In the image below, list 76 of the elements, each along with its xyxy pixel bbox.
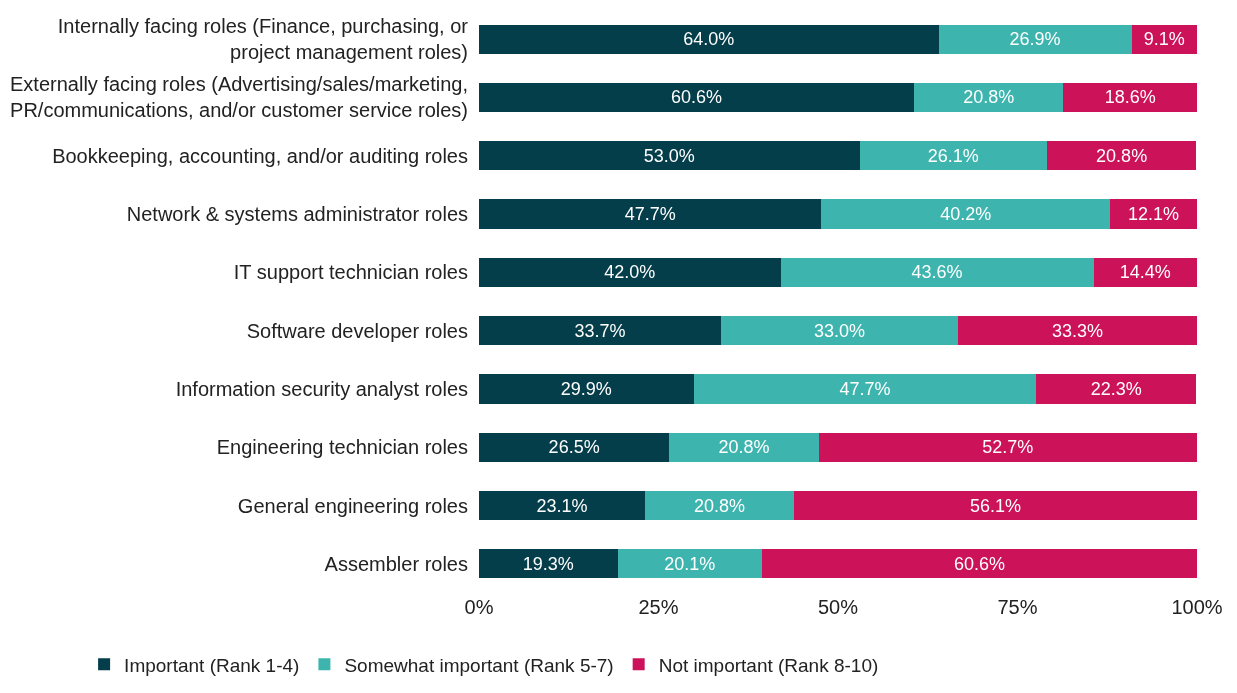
x-tick-label: 75% (997, 596, 1038, 618)
bar (794, 490, 1197, 521)
bar (617, 549, 762, 579)
bar (479, 316, 721, 346)
bar (479, 374, 694, 404)
data-label: 33.7% (574, 320, 626, 341)
bar (479, 490, 645, 521)
data-label: 40.2% (940, 204, 992, 225)
data-label: 14.4% (1119, 262, 1171, 283)
data-label: 26.5% (548, 437, 600, 458)
data-label: 18.6% (1104, 87, 1156, 108)
data-label: 47.7% (839, 378, 891, 399)
bar (720, 316, 958, 346)
data-label: 60.6% (671, 87, 723, 108)
data-label: 53.0% (643, 145, 695, 166)
y-tick-label: Software developer roles (246, 319, 468, 342)
legend-label: Somewhat important (Rank 5-7) (344, 654, 614, 676)
bar (693, 374, 1037, 404)
y-tick-label: Externally facing roles (Advertising/sales/marketing, PR/communications, and/or customer service roles) (10, 73, 468, 122)
data-label: 43.6% (911, 262, 963, 283)
data-label: 20.8% (963, 87, 1015, 108)
y-tick-label: Internally facing roles (Finance, purchasing, or project management roles) (57, 15, 469, 64)
bar (821, 199, 1111, 229)
legend-label: Important (Rank 1-4) (124, 654, 300, 676)
y-tick-label: Engineering technician roles (216, 436, 468, 459)
bar (479, 549, 618, 579)
bar (669, 432, 819, 462)
data-label: 26.9% (1009, 29, 1061, 50)
bar (1046, 141, 1197, 171)
bar (644, 490, 795, 521)
data-label: 20.1% (664, 553, 716, 574)
y-tick-label: Network & systems administrator roles (126, 203, 468, 226)
bar (914, 82, 1064, 113)
legend-label: Not important (Rank 8-10) (658, 654, 879, 676)
data-label: 42.0% (604, 262, 656, 283)
x-tick-label: 50% (817, 596, 859, 618)
x-tick-label: 100% (1171, 596, 1223, 618)
bar (479, 257, 781, 287)
bar (479, 24, 939, 54)
data-label: 56.1% (970, 495, 1022, 516)
y-tick-label: IT support technician roles (233, 261, 468, 284)
data-label: 60.6% (953, 553, 1005, 574)
y-tick-label: Information security analyst roles (175, 377, 468, 400)
bar (479, 141, 860, 171)
data-label: 33.3% (1051, 320, 1103, 341)
bar (479, 432, 670, 462)
data-label: 23.1% (536, 495, 588, 516)
bar (761, 549, 1197, 579)
data-label: 20.8% (1096, 145, 1148, 166)
data-label: 9.1% (1143, 29, 1185, 50)
data-label: 12.1% (1128, 204, 1180, 225)
x-tick-label: 0% (464, 596, 494, 618)
data-label: 52.7% (982, 437, 1034, 458)
bar (859, 141, 1047, 171)
y-tick-label: Assembler roles (324, 552, 468, 575)
bar (957, 316, 1197, 346)
bar (818, 432, 1197, 462)
bar (780, 257, 1094, 287)
data-label: 26.1% (927, 145, 979, 166)
data-label: 20.8% (694, 495, 746, 516)
data-label: 22.3% (1090, 378, 1142, 399)
bar (938, 24, 1132, 54)
bar (479, 82, 915, 113)
x-tick-label: 25% (638, 596, 679, 618)
bar (1036, 374, 1197, 404)
y-tick-label: Bookkeeping, accounting, and/or auditing roles (52, 144, 468, 167)
data-label: 64.0% (683, 29, 735, 50)
data-label: 29.9% (560, 378, 612, 399)
data-label: 47.7% (624, 204, 676, 225)
data-label: 33.0% (813, 320, 865, 341)
bar (1063, 82, 1197, 113)
data-label: 19.3% (522, 553, 574, 574)
y-tick-label: General engineering roles (237, 494, 468, 517)
data-label: 20.8% (718, 437, 770, 458)
bar (479, 199, 822, 229)
bar (1110, 199, 1197, 229)
